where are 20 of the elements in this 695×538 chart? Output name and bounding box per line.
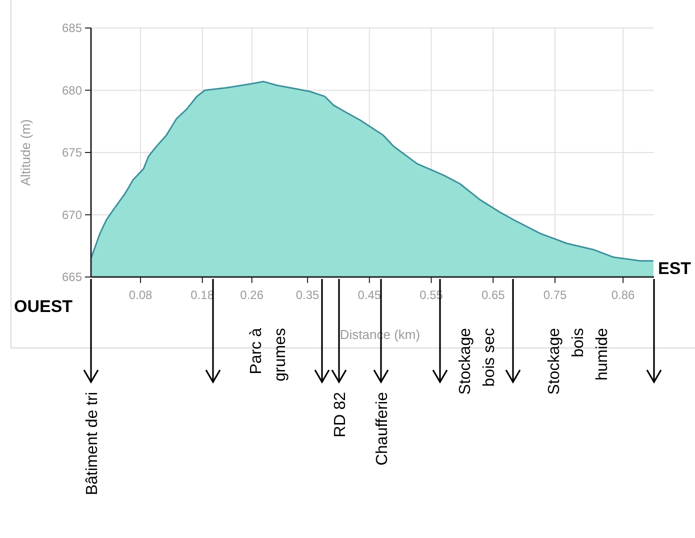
text: Stockage bois humide <box>546 328 611 395</box>
x-tick-label: 0.08 <box>128 288 152 302</box>
x-tick-label: 0.35 <box>296 288 320 302</box>
x-tick-label: 0.86 <box>611 288 636 302</box>
y-tick-label: 680 <box>62 83 82 98</box>
text: Chaufferie <box>374 392 391 466</box>
text: Bâtiment de tri <box>84 392 101 496</box>
y-axis-title: Altitude (m) <box>18 119 33 186</box>
x-tick-label: 0.26 <box>240 288 264 302</box>
text: Parc à grumes <box>248 328 289 382</box>
text: Stockage bois sec <box>457 328 498 395</box>
text: OUEST <box>14 297 74 316</box>
y-tick-label: 675 <box>62 146 82 160</box>
text: EST <box>658 259 692 278</box>
y-tick-label: 665 <box>62 270 82 284</box>
y-tick-label: 685 <box>62 21 82 36</box>
text: RD 82 <box>332 392 349 438</box>
y-tick-label: 670 <box>62 208 82 222</box>
x-tick-label: 0.65 <box>481 288 506 302</box>
x-tick-label: 0.75 <box>543 288 568 302</box>
